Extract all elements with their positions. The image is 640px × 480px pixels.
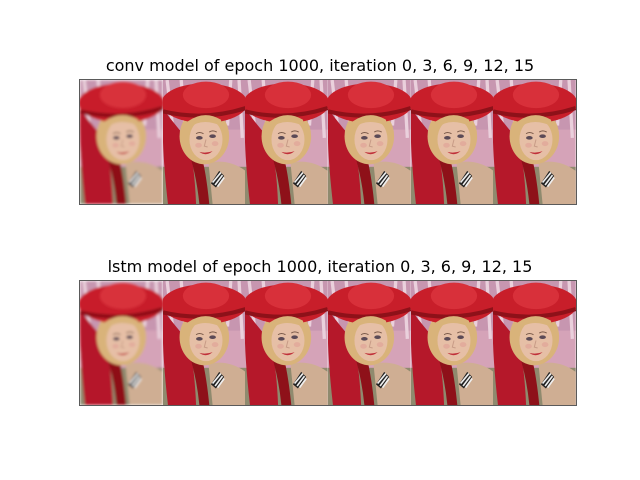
frame-lstm-0	[80, 281, 163, 405]
frame-conv-3	[327, 80, 411, 204]
image-strip-conv	[79, 79, 577, 205]
frame-lstm-2	[245, 281, 328, 405]
frame-conv-5	[493, 80, 576, 204]
frame-lstm-5	[493, 281, 576, 405]
panel-title-conv: conv model of epoch 1000, iteration 0, 3…	[105, 56, 535, 75]
frame-conv-1	[162, 80, 246, 204]
frame-lstm-3	[327, 281, 411, 405]
frame-conv-0	[80, 80, 163, 204]
frame-conv-4	[410, 80, 494, 204]
frame-lstm-1	[162, 281, 246, 405]
frame-lstm-4	[410, 281, 494, 405]
panel-title-lstm: lstm model of epoch 1000, iteration 0, 3…	[107, 257, 533, 276]
frame-conv-2	[245, 80, 328, 204]
image-strip-lstm	[79, 280, 577, 406]
